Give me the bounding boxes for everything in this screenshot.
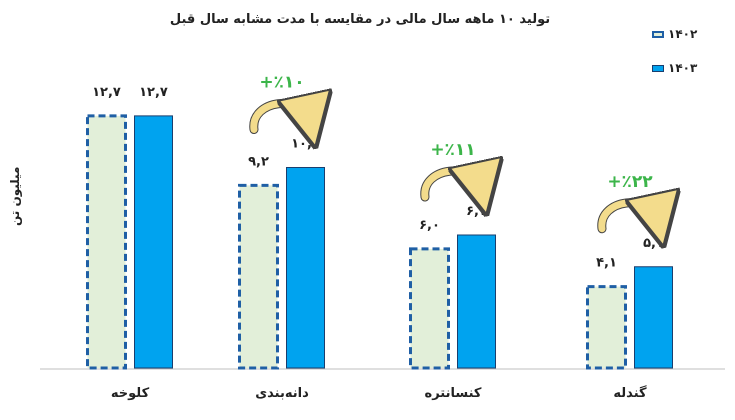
- legend-label-1403: ۱۴۰۳: [668, 61, 698, 75]
- bar-1403-1: [286, 166, 325, 369]
- growth-label-1: +٪۱۰: [259, 72, 304, 92]
- bar-1403-3: [634, 266, 673, 369]
- legend-swatch-1403: [652, 64, 664, 72]
- chart-title: تولید ۱۰ ماهه سال مالی در مقایسه با مدت …: [169, 12, 551, 27]
- data-label-1402-1: ۹,۲: [248, 154, 269, 169]
- growth-arrow-2: [421, 171, 481, 197]
- data-label-1403-2: ۶,۷: [466, 204, 487, 219]
- growth-label-3: +٪۲۲: [607, 172, 653, 192]
- bar-1403-2: [457, 234, 496, 369]
- legend: ۱۴۰۲ ۱۴۰۳: [652, 24, 722, 92]
- data-label-1402-2: ۶,۰: [419, 218, 440, 233]
- legend-swatch-1402: [652, 30, 664, 38]
- data-label-1403-0: ۱۲,۷: [139, 85, 168, 100]
- bar-1402-2: [409, 247, 450, 370]
- growth-arrow-3: [598, 203, 658, 229]
- bar-1402-3: [586, 285, 627, 370]
- growth-label-2: +٪۱۱: [430, 140, 475, 160]
- bar-1402-1: [238, 183, 279, 370]
- bar-1403-0: [134, 115, 173, 369]
- x-tick-label-0: کلوخه: [111, 386, 150, 401]
- x-tick-label-3: گندله: [613, 385, 647, 401]
- legend-item-1402: ۱۴۰۲: [652, 24, 722, 44]
- data-label-1403-3: ۵,۱: [643, 236, 664, 251]
- data-label-1402-0: ۱۲,۷: [92, 85, 121, 100]
- x-tick-label-2: کنسانتره: [425, 386, 482, 401]
- x-tick-label-1: دانه‌بندی: [255, 386, 309, 401]
- data-label-1403-1: ۱۰,۱: [291, 136, 320, 151]
- legend-item-1403: ۱۴۰۳: [652, 58, 722, 78]
- bar-1402-0: [86, 114, 127, 370]
- data-label-1402-3: ۴,۱: [596, 256, 617, 271]
- growth-arrow-1: [250, 103, 310, 129]
- legend-label-1402: ۱۴۰۲: [668, 27, 698, 41]
